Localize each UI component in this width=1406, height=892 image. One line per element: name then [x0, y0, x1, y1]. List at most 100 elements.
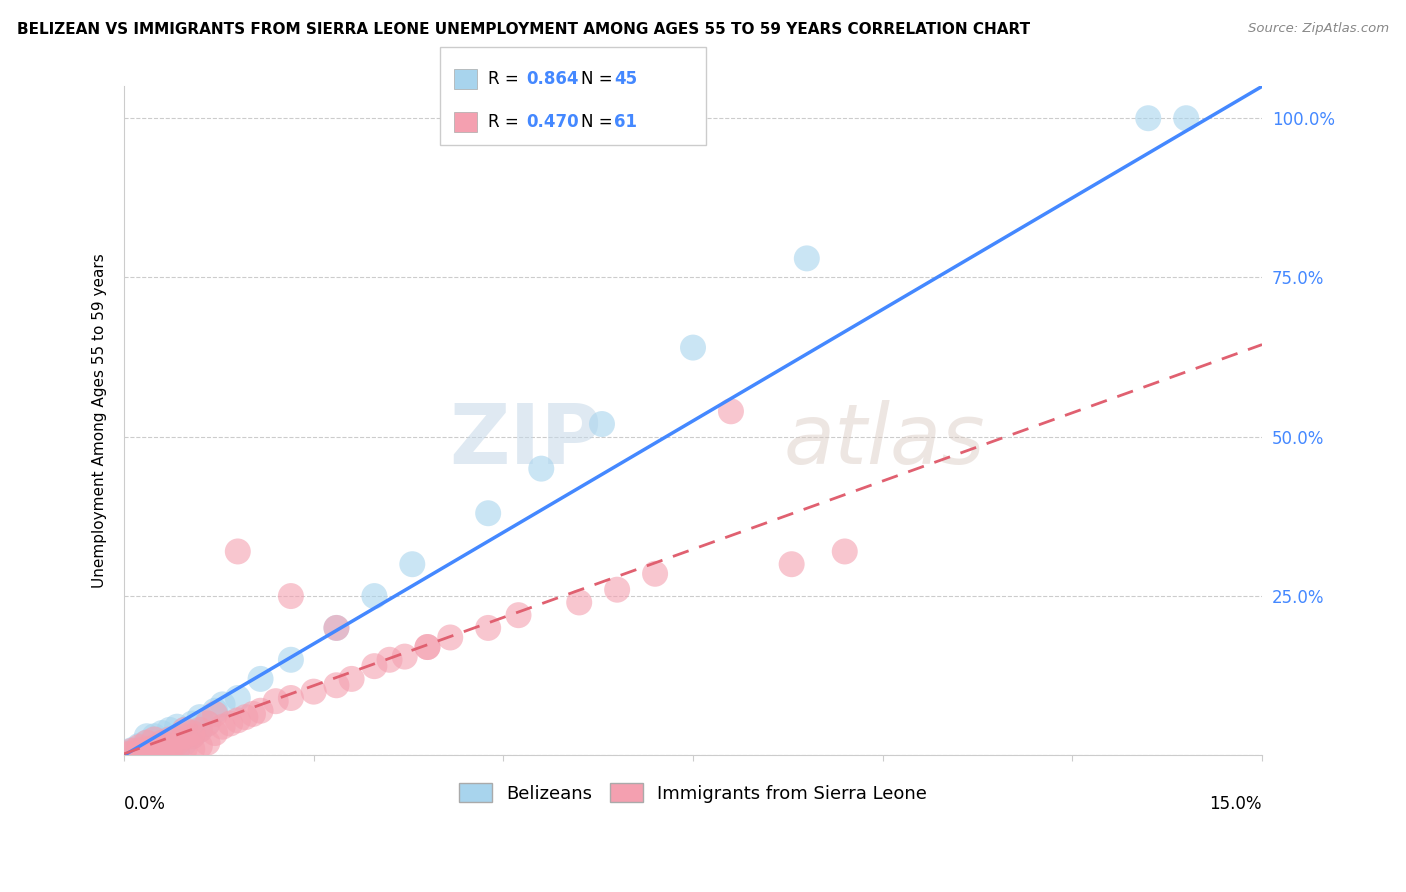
Point: [135, 736, 157, 750]
Point: [591, 417, 613, 431]
Point: [181, 726, 204, 740]
Point: [121, 747, 143, 761]
Text: 0.864: 0.864: [526, 70, 578, 88]
Point: [219, 716, 242, 731]
Text: N =: N =: [581, 113, 617, 131]
Point: [363, 659, 385, 673]
Point: [226, 544, 249, 558]
Point: [181, 729, 204, 743]
Point: [173, 736, 195, 750]
Point: [378, 653, 401, 667]
Point: [181, 742, 204, 756]
Point: [834, 544, 856, 558]
Point: [159, 736, 181, 750]
Point: [143, 732, 166, 747]
Point: [242, 706, 264, 721]
Point: [477, 506, 499, 520]
Text: R =: R =: [488, 113, 524, 131]
Text: 0.0%: 0.0%: [124, 796, 166, 814]
Point: [135, 745, 157, 759]
Point: [128, 747, 150, 761]
Point: [211, 720, 233, 734]
Point: [302, 684, 325, 698]
Text: ZIP: ZIP: [450, 401, 602, 482]
Point: [135, 742, 157, 756]
Point: [159, 745, 181, 759]
Point: [135, 729, 157, 743]
Point: [143, 736, 166, 750]
Point: [530, 461, 553, 475]
Text: 61: 61: [614, 113, 637, 131]
Point: [150, 736, 173, 750]
Text: 45: 45: [614, 70, 637, 88]
Point: [150, 747, 173, 761]
Point: [204, 706, 226, 721]
Point: [159, 739, 181, 753]
Point: [363, 589, 385, 603]
Point: [226, 691, 249, 706]
Point: [325, 621, 347, 635]
Legend: Belizeans, Immigrants from Sierra Leone: Belizeans, Immigrants from Sierra Leone: [451, 776, 934, 810]
Point: [121, 745, 143, 759]
Point: [197, 716, 219, 731]
Point: [280, 653, 302, 667]
Point: [249, 704, 271, 718]
Point: [181, 729, 204, 743]
Text: R =: R =: [488, 70, 524, 88]
Point: [135, 736, 157, 750]
Text: Source: ZipAtlas.com: Source: ZipAtlas.com: [1249, 22, 1389, 36]
Point: [166, 736, 188, 750]
Point: [644, 566, 666, 581]
Point: [135, 742, 157, 756]
Point: [150, 745, 173, 759]
Point: [135, 745, 157, 759]
Point: [117, 747, 139, 761]
Point: [188, 739, 211, 753]
Point: [682, 341, 704, 355]
Point: [1175, 112, 1198, 126]
Point: [204, 704, 226, 718]
Text: N =: N =: [581, 70, 617, 88]
Point: [173, 729, 195, 743]
Point: [1137, 112, 1160, 126]
Point: [235, 710, 257, 724]
Point: [128, 743, 150, 757]
Point: [143, 729, 166, 743]
Point: [159, 742, 181, 756]
Point: [181, 716, 204, 731]
Point: [128, 742, 150, 756]
Point: [264, 694, 287, 708]
Point: [128, 739, 150, 753]
Point: [150, 742, 173, 756]
Point: [121, 744, 143, 758]
Point: [204, 726, 226, 740]
Point: [128, 740, 150, 755]
Point: [796, 252, 818, 266]
Point: [416, 640, 439, 654]
Text: 0.470: 0.470: [526, 113, 578, 131]
Point: [143, 740, 166, 755]
Point: [188, 723, 211, 737]
Point: [197, 736, 219, 750]
Point: [128, 745, 150, 759]
Y-axis label: Unemployment Among Ages 55 to 59 years: Unemployment Among Ages 55 to 59 years: [93, 253, 107, 588]
Point: [416, 640, 439, 654]
Point: [325, 621, 347, 635]
Point: [280, 589, 302, 603]
Point: [159, 732, 181, 747]
Point: [173, 742, 195, 756]
Point: [150, 726, 173, 740]
Point: [159, 723, 181, 737]
Point: [166, 742, 188, 756]
Point: [166, 720, 188, 734]
Text: atlas: atlas: [785, 401, 986, 482]
Point: [166, 732, 188, 747]
Point: [150, 736, 173, 750]
Point: [143, 745, 166, 759]
Point: [166, 732, 188, 747]
Point: [280, 691, 302, 706]
Point: [394, 649, 416, 664]
Point: [211, 698, 233, 712]
Point: [606, 582, 628, 597]
Point: [780, 558, 803, 572]
